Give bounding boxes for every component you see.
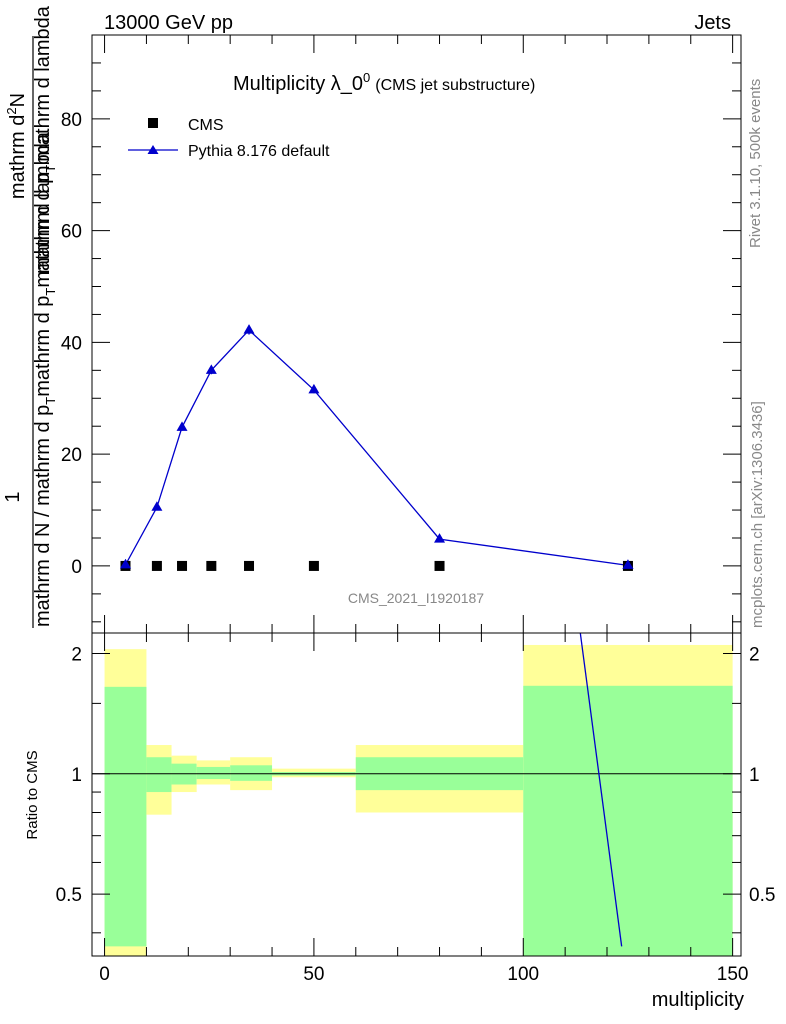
- ratio-ytick-labels: 0.5 1 2: [56, 644, 82, 906]
- mc-series-line: [124, 329, 628, 567]
- mc-error-bars: [124, 325, 629, 566]
- ratio-panel: 0.5 1 2 0.5 1 2 0 50 100 150 Ratio to CMS multi…: [24, 632, 775, 1011]
- ylabel-one: 1: [2, 491, 24, 502]
- ratio-ytick-label: 1: [71, 765, 82, 786]
- ratio-ytick-label-right: 2: [749, 644, 760, 665]
- chart-title-sup: 0: [363, 70, 370, 85]
- chart-title: Multiplicity λ_00 (CMS jet substructure): [233, 70, 535, 95]
- main-ytick-label: 0: [71, 557, 82, 578]
- main-ytick-labels: 0 20 40 60 80: [61, 110, 82, 578]
- data-markers: [119, 558, 634, 571]
- ratio-ticks: [92, 633, 741, 956]
- mcplots-label: mcplots.cern.ch [arXiv:1306.3436]: [749, 401, 766, 628]
- mc-point-overlay: [119, 558, 131, 569]
- xtick-label: 0: [99, 964, 110, 985]
- mc-markers: [119, 324, 634, 569]
- legend-mc-marker: [147, 145, 159, 154]
- legend-mc-label: Pythia 8.176 default: [188, 143, 330, 160]
- xtick-label: 150: [717, 964, 749, 985]
- rivet-label: Rivet 3.1.10, 500k events: [747, 79, 764, 248]
- main-ytick-label: 20: [61, 445, 82, 466]
- legend-cms-label: CMS: [188, 117, 224, 134]
- ylabel-num-a: mathrm d: [7, 115, 29, 199]
- main-ytick-label: 80: [61, 110, 82, 131]
- ratio-band-inner: [523, 685, 733, 956]
- chart-title-main: Multiplicity λ_0: [233, 73, 363, 95]
- ylabel-den-a: mathrm d p: [32, 173, 54, 274]
- mc-point: [205, 364, 217, 374]
- ylabel-low-a: mathrm d N / mathrm d p: [32, 405, 54, 627]
- mc-point: [176, 421, 188, 431]
- main-ticks: [92, 35, 741, 633]
- ratio-ytick-label: 0.5: [56, 885, 82, 906]
- ratio-band-inner: [230, 765, 273, 781]
- xtick-labels: 0 50 100 150: [99, 964, 748, 985]
- ratio-ytick-label-right: 1: [749, 765, 760, 786]
- cms-point: [151, 560, 162, 571]
- mc-point: [308, 383, 320, 394]
- watermark: CMS_2021_I1920187: [348, 590, 484, 606]
- legend-cms-marker: [148, 118, 158, 128]
- ylabel-num-sup: 2: [4, 107, 19, 114]
- ratio-band-inner: [104, 686, 147, 947]
- header-right: Jets: [694, 12, 731, 34]
- ratio-frame: [91, 632, 742, 957]
- xtick-label: 100: [507, 964, 539, 985]
- ylabel-low-sub: T: [43, 397, 58, 405]
- cms-point: [308, 560, 319, 571]
- ylabel-low-c: mathrm d lambda: [32, 131, 54, 287]
- ratio-ylabel: Ratio to CMS: [24, 750, 41, 839]
- ylabel-low-sub2: T: [43, 288, 58, 296]
- ylabel-den-sub: T: [43, 165, 58, 173]
- ratio-bands: [104, 644, 733, 956]
- xtick-label: 50: [303, 964, 324, 985]
- ylabel-denominator: mathrm d pTmathrm d lambda: [32, 5, 58, 274]
- ylabel-low-b: mathrm d p: [32, 296, 54, 397]
- mc-point-overlay: [622, 559, 634, 569]
- main-ytick-label: 40: [61, 333, 82, 354]
- mc-point: [151, 501, 163, 511]
- main-ytick-label: 60: [61, 222, 82, 243]
- ratio-band-inner: [146, 757, 172, 793]
- ylabel-upper: mathrm d2N: [4, 93, 29, 199]
- ratio-ytick-label: 2: [71, 644, 82, 665]
- main-ylabel: 1 mathrm d2N mathrm d pTmathrm d lambda …: [2, 5, 58, 628]
- ylabel-lower: mathrm d N / mathrm d pTmathrm d pTmathr…: [32, 131, 58, 627]
- cms-point: [434, 560, 445, 571]
- ratio-band-inner: [196, 766, 231, 780]
- mc-point: [434, 533, 446, 543]
- ratio-mc-line: [579, 632, 623, 947]
- ratio-ytick-label-right: 0.5: [749, 885, 775, 906]
- cms-point: [177, 560, 188, 571]
- xlabel: multiplicity: [652, 989, 744, 1011]
- legend: CMS Pythia 8.176 default: [128, 117, 330, 160]
- header-left: 13000 GeV pp: [104, 12, 233, 34]
- ylabel-den-b: mathrm d lambda: [32, 5, 54, 161]
- mc-point: [243, 324, 255, 334]
- cms-point: [206, 560, 217, 571]
- ylabel-num-b: N: [7, 93, 29, 107]
- chart-subtitle: (CMS jet substructure): [375, 77, 535, 94]
- ratio-ytick-labels-right: 0.5 1 2: [749, 644, 775, 906]
- cms-point: [244, 560, 255, 571]
